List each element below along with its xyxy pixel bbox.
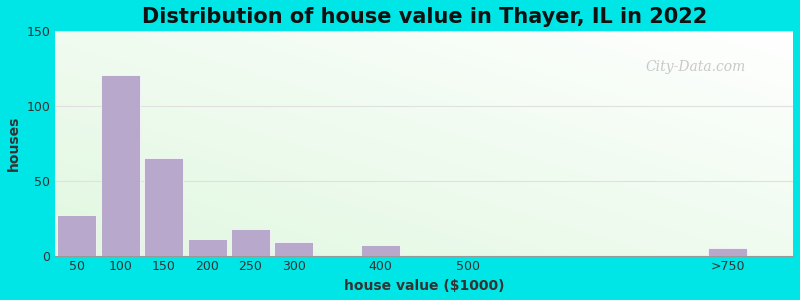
Bar: [58, 215, 97, 256]
Bar: [709, 248, 747, 256]
X-axis label: house value ($1000): house value ($1000): [344, 279, 504, 293]
Bar: [231, 229, 270, 256]
Bar: [362, 245, 400, 256]
Text: City-Data.com: City-Data.com: [646, 60, 746, 74]
Bar: [188, 239, 226, 256]
Bar: [274, 242, 314, 256]
Y-axis label: houses: houses: [7, 116, 21, 171]
Bar: [101, 75, 140, 256]
Bar: [144, 158, 183, 256]
Title: Distribution of house value in Thayer, IL in 2022: Distribution of house value in Thayer, I…: [142, 7, 706, 27]
